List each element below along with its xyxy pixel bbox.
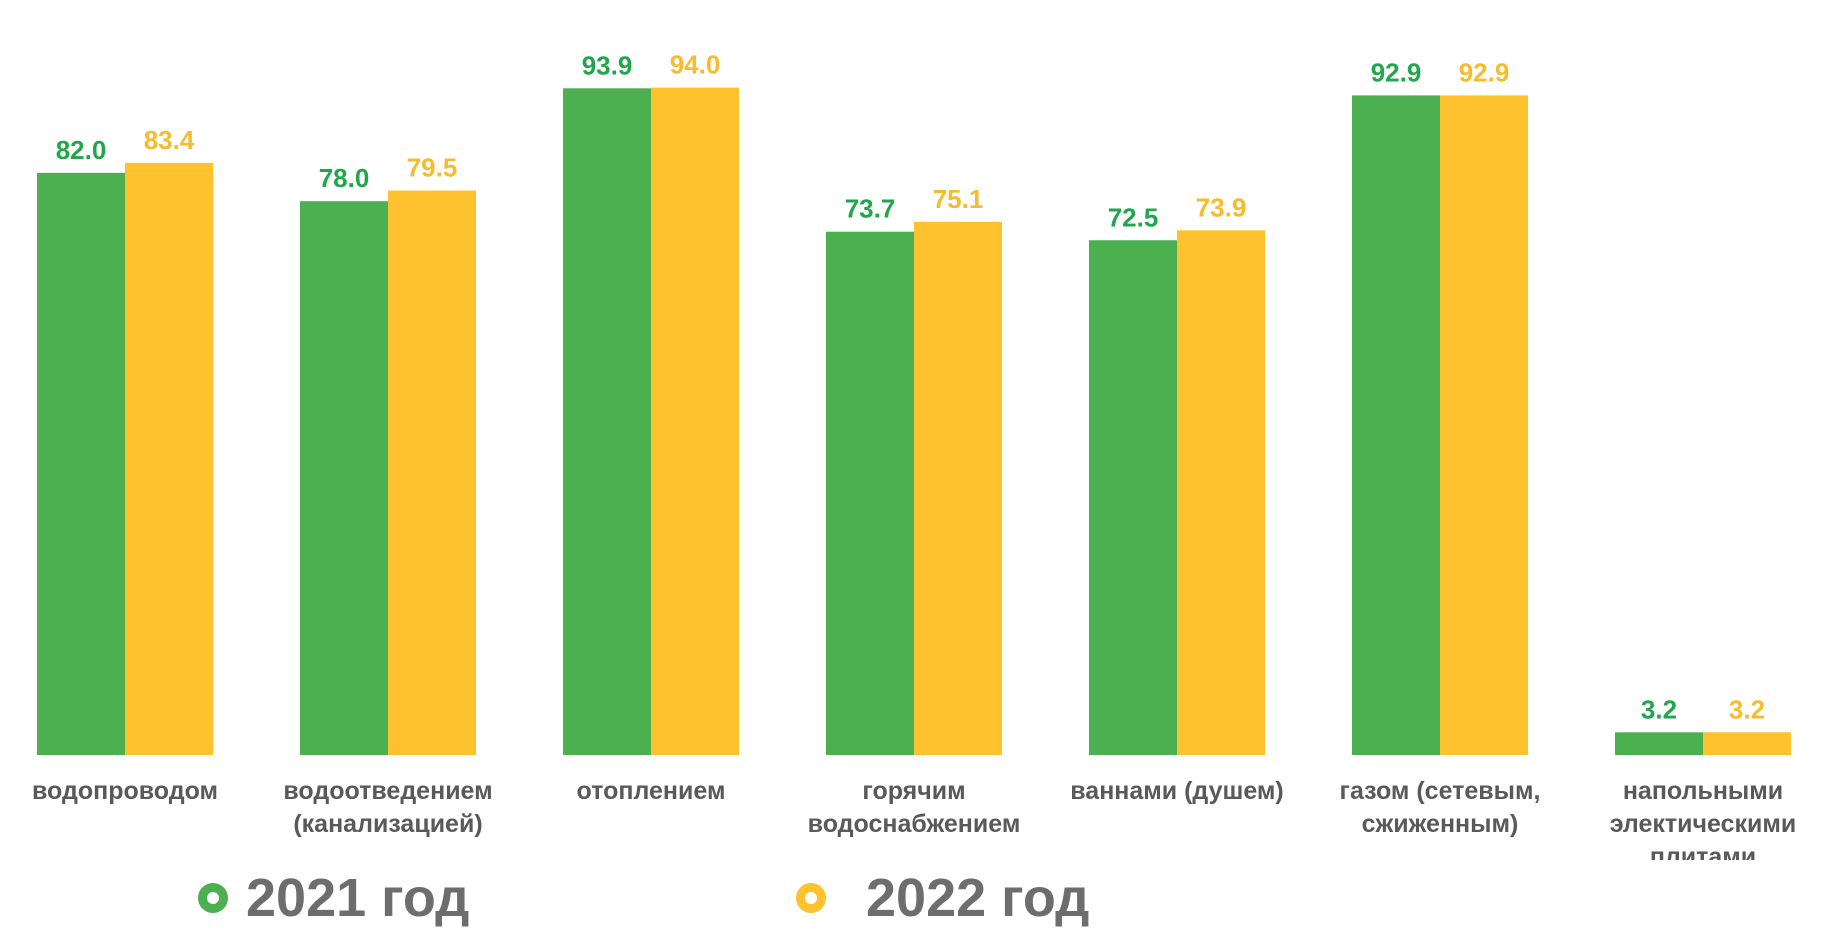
value-label: 83.4 bbox=[144, 125, 195, 155]
category-label: газом (сетевым, сжиженным) bbox=[1340, 777, 1541, 838]
value-label: 3.2 bbox=[1729, 694, 1765, 724]
legend-item-2022: 2022 год bbox=[796, 868, 1089, 928]
category-label: горячим водоснабжением bbox=[808, 777, 1021, 838]
category-label: водопроводом bbox=[32, 777, 218, 805]
bar-2021-6 bbox=[1615, 732, 1703, 755]
bar-2022-4 bbox=[1177, 230, 1265, 755]
category-label: отоплением bbox=[577, 777, 726, 805]
bar-2022-5 bbox=[1440, 95, 1528, 755]
value-label: 94.0 bbox=[670, 50, 721, 80]
value-label: 73.7 bbox=[845, 194, 896, 224]
bar-2021-1 bbox=[300, 201, 388, 755]
value-label: 75.1 bbox=[933, 184, 984, 214]
value-label: 92.9 bbox=[1459, 57, 1510, 87]
bar-2021-2 bbox=[563, 88, 651, 755]
value-label: 82.0 bbox=[56, 135, 107, 165]
value-label: 79.5 bbox=[407, 153, 458, 183]
bar-2022-2 bbox=[651, 87, 739, 756]
value-label: 78.0 bbox=[319, 163, 370, 193]
legend-item-2021: 2021 год bbox=[198, 868, 469, 928]
value-label: 72.5 bbox=[1108, 202, 1159, 232]
legend-label: 2022 год bbox=[866, 868, 1090, 928]
bar-2021-5 bbox=[1352, 95, 1440, 755]
bar-2022-6 bbox=[1703, 732, 1791, 755]
category-labels-group: водопроводом водоотведением (канализацией)… bbox=[32, 777, 1796, 860]
bar-chart: 82.0 83.4 78.0 79.5 93.9 94.0 73.7 75.1 72.5 73.9… bbox=[32, 50, 1796, 860]
category-label: напольными электическими плитами bbox=[1610, 777, 1797, 860]
value-label: 93.9 bbox=[582, 50, 633, 80]
category-label: водоотведением (канализацией) bbox=[283, 777, 492, 838]
legend-circle-icon bbox=[198, 883, 228, 913]
bar-2022-3 bbox=[914, 221, 1002, 756]
legend-circle-icon bbox=[796, 883, 826, 913]
value-label: 73.9 bbox=[1196, 192, 1247, 222]
category-label: ваннами (душем) bbox=[1070, 777, 1284, 805]
bar-2021-0 bbox=[37, 172, 125, 756]
bar-2021-3 bbox=[826, 231, 914, 756]
legend-label: 2021 год bbox=[246, 868, 470, 928]
bar-2022-0 bbox=[125, 162, 213, 756]
value-label: 92.9 bbox=[1371, 57, 1422, 87]
bar-2021-4 bbox=[1089, 240, 1177, 755]
value-label: 3.2 bbox=[1641, 694, 1677, 724]
bar-2022-1 bbox=[388, 190, 476, 756]
value-labels-group: 82.0 83.4 78.0 79.5 93.9 94.0 73.7 75.1 72.5 73.9… bbox=[56, 50, 1765, 725]
bars-group bbox=[37, 87, 1791, 756]
